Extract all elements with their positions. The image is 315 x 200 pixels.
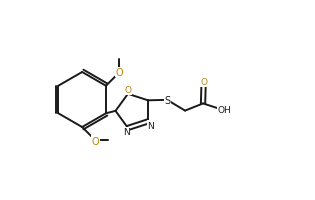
Text: O: O xyxy=(125,86,132,95)
Text: N: N xyxy=(123,128,130,137)
Text: O: O xyxy=(92,136,99,146)
Text: N: N xyxy=(147,121,154,130)
Text: S: S xyxy=(164,95,170,105)
Text: OH: OH xyxy=(218,106,232,115)
Text: O: O xyxy=(200,78,207,87)
Text: O: O xyxy=(116,68,123,78)
